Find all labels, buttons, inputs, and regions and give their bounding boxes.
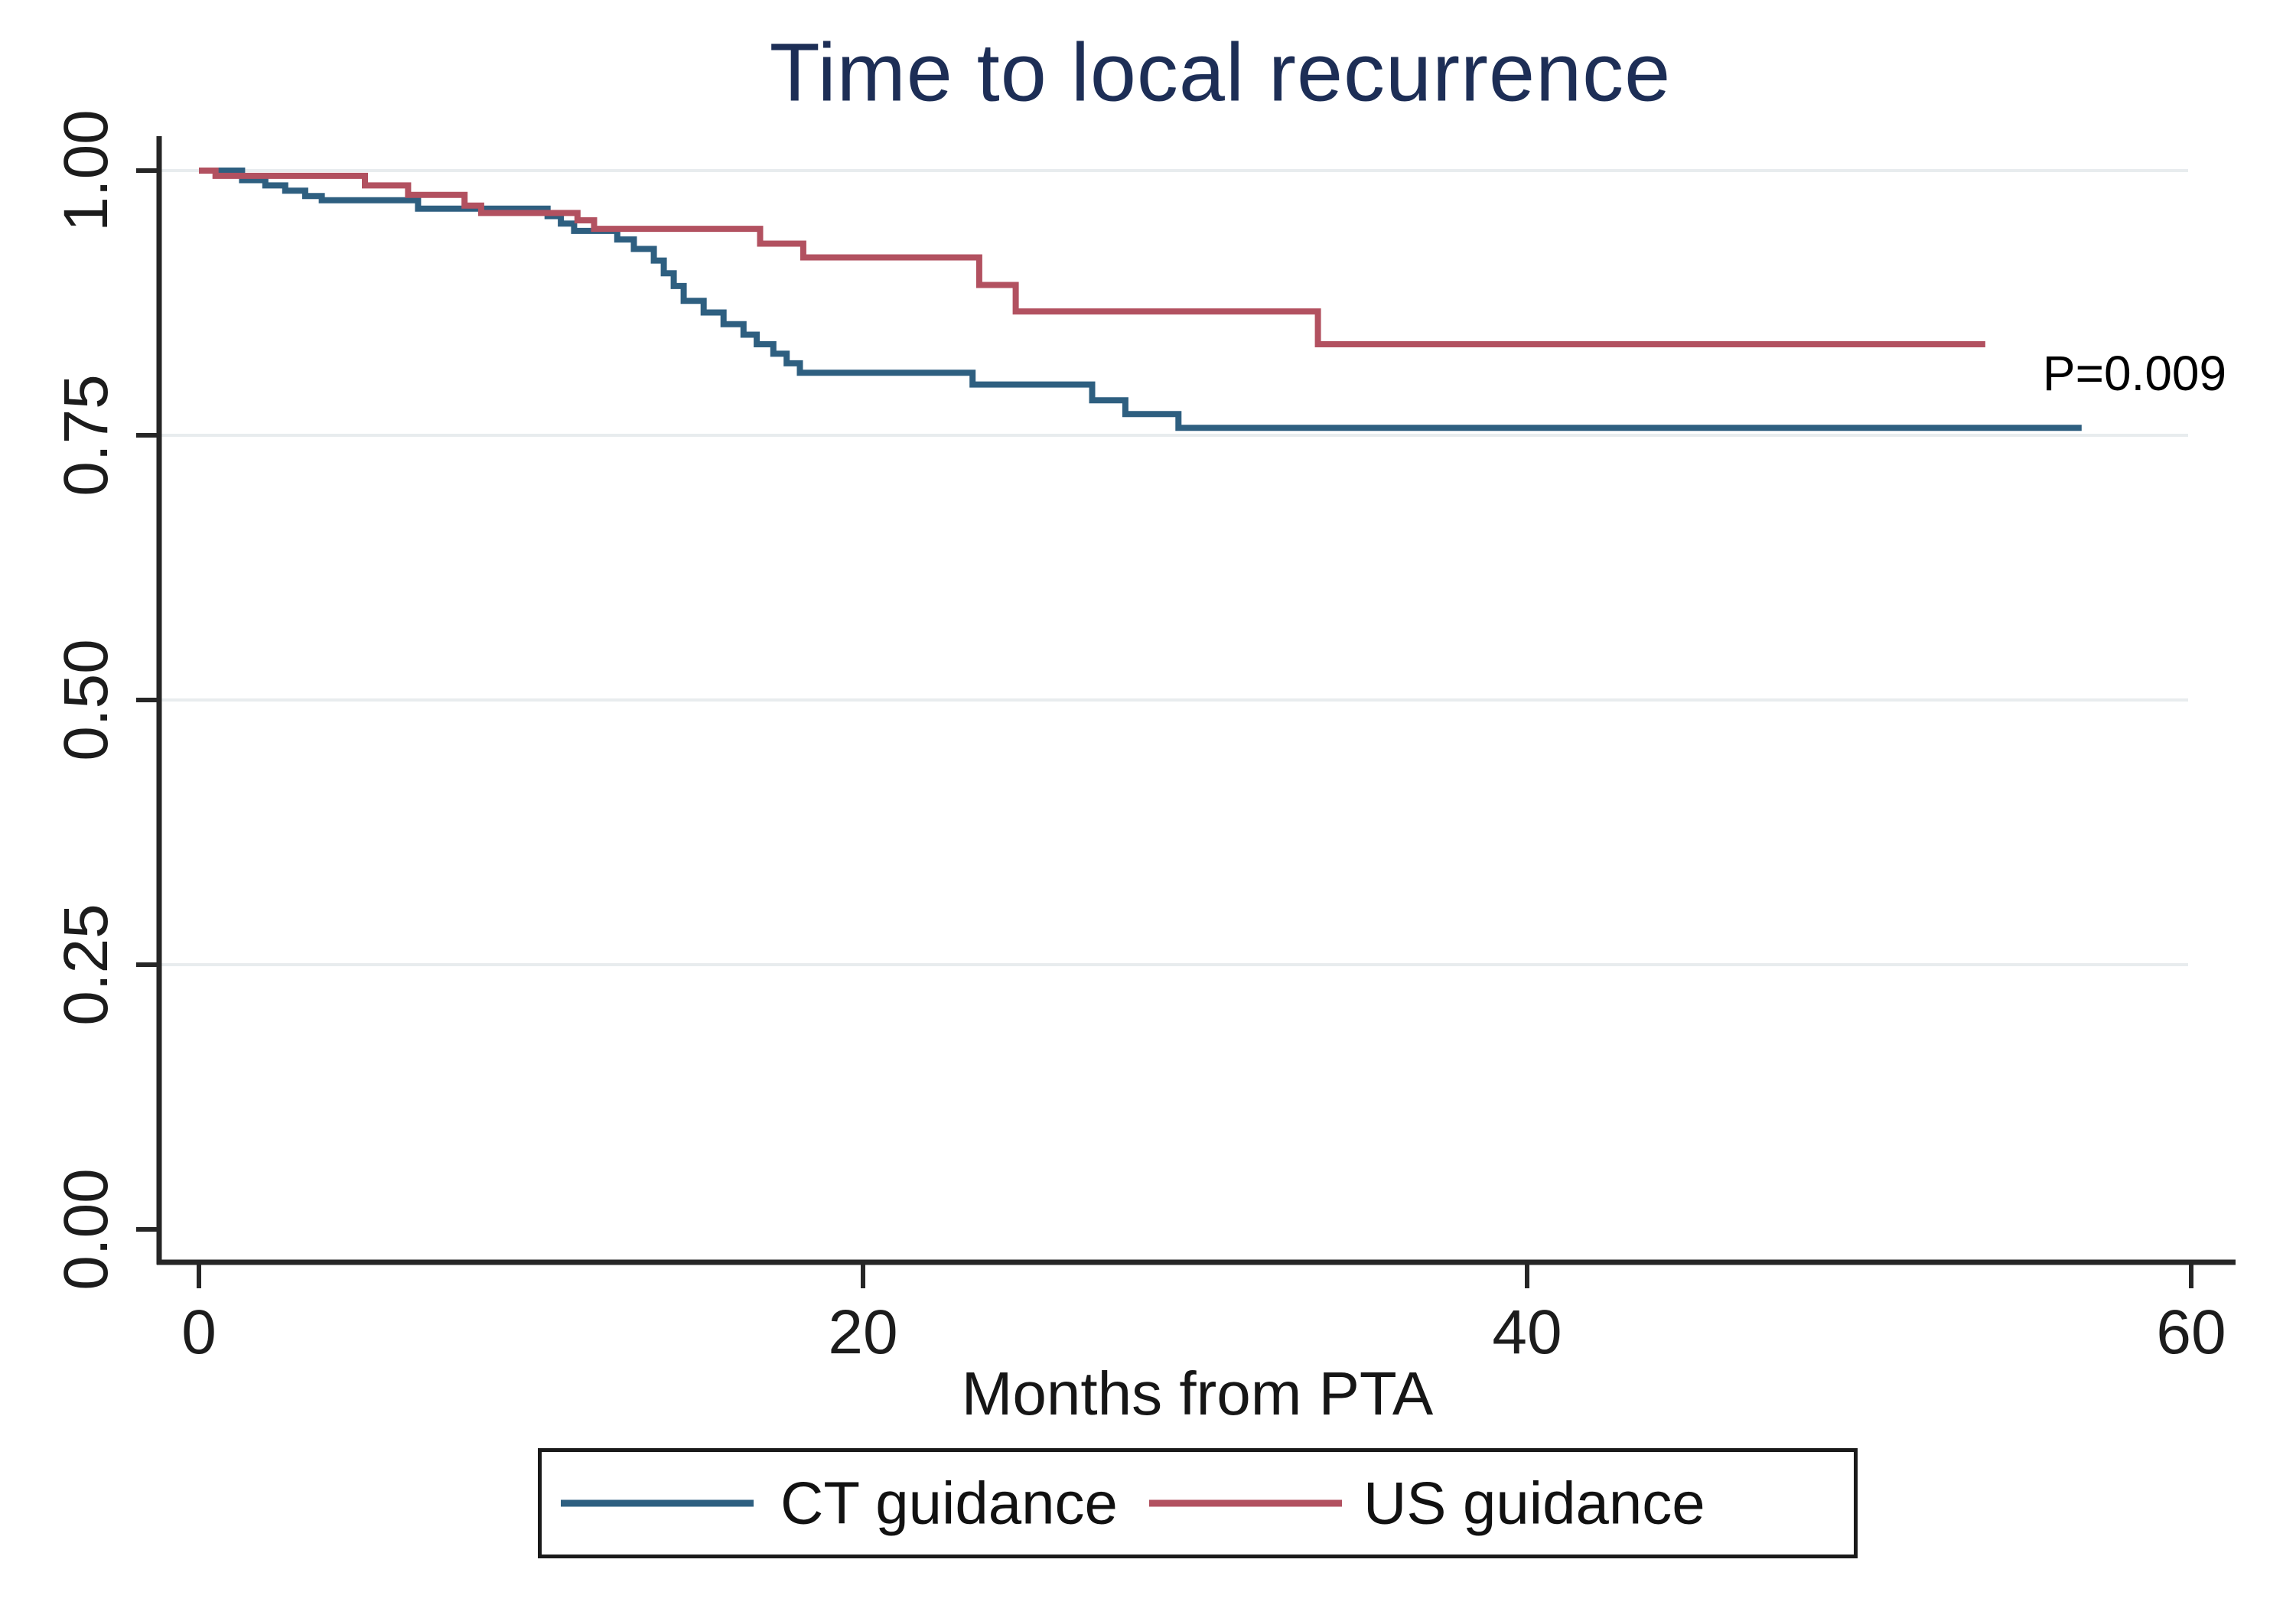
us-guidance-legend-label: US guidance [1363, 1469, 1705, 1537]
legend-box: CT guidance US guidance [538, 1448, 1858, 1558]
y-tick-label-0.50: 0.50 [51, 639, 121, 761]
x-axis-title: Months from PTA [961, 1359, 1434, 1428]
p-value-annotation: P=0.009 [2042, 346, 2227, 401]
y-tick-label-0.00: 0.00 [51, 1168, 121, 1291]
ct-guidance-legend-line [561, 1499, 754, 1507]
x-tick-label-20: 20 [828, 1297, 898, 1367]
x-tick-label-40: 40 [1492, 1297, 1562, 1367]
x-tick-label-0: 0 [181, 1297, 217, 1367]
chart-title: Time to local recurrence [769, 25, 1672, 119]
us-guidance-curve [199, 168, 1985, 347]
y-tick-label-0.75: 0.75 [51, 374, 121, 496]
ct-guidance-curve [199, 168, 2082, 431]
us-guidance-legend-line [1149, 1499, 1342, 1507]
ct-guidance-legend-label: CT guidance [780, 1469, 1118, 1537]
y-tick-label-0.25: 0.25 [51, 903, 121, 1026]
x-tick-label-60: 60 [2156, 1297, 2226, 1367]
y-tick-label-1.00: 1.00 [51, 109, 121, 232]
